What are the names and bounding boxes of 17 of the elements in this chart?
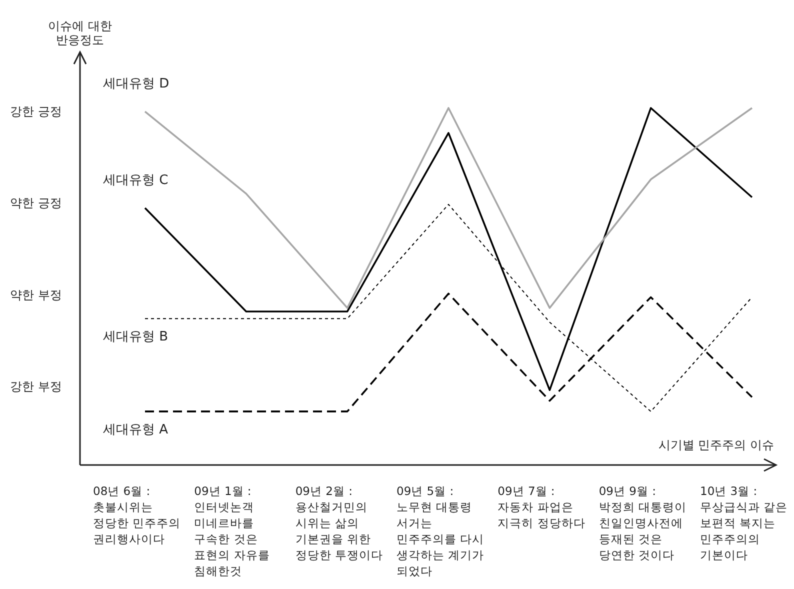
x-tick-label: 09년 7월 : 자동차 파업은 지극히 정당하다 (498, 484, 586, 530)
text: 약한 부정 (10, 288, 62, 302)
x-tick-label: 09년 2월 : 용산철거민의 시위는 삶의 기본권을 위한 정당한 투쟁이다 (295, 484, 383, 562)
text: 약한 긍정 (10, 196, 62, 210)
text: 강한 긍정 (10, 104, 62, 119)
text: 강한 부정 (10, 379, 62, 394)
text: 세대유형 C (103, 172, 168, 188)
x-axis-title: 시기별 민주주의 이슈 (658, 438, 774, 452)
x-tick-label: 09년 1월 : 인터넷논객 미네르바를 구속한 것은 표현의 자유를 침해한것 (194, 484, 270, 578)
x-tick-label: 10년 3월 : 무상급식과 같은 보편적 복지는 민주주의의 기본이다 (700, 484, 788, 562)
x-tick-label: 09년 9월 : 박정희 대통령이 친일인명사전에 등재된 것은 당연한 것이다 (598, 484, 686, 562)
text: 이슈에 대한 반응정도 (48, 19, 112, 47)
series-label: 세대유형 A (103, 422, 168, 438)
text: 세대유형 D (103, 76, 170, 92)
x-tick-label: 08년 6월 : 촛불시위는 정당한 민주주의 권리행사이다 (93, 484, 181, 546)
x-tick-label: 09년 5월 : 노무현 대통령 서거는 민주주의를 다시 생각하는 계기가 되었다 (396, 484, 484, 578)
series-label: 세대유형 B (103, 330, 168, 345)
